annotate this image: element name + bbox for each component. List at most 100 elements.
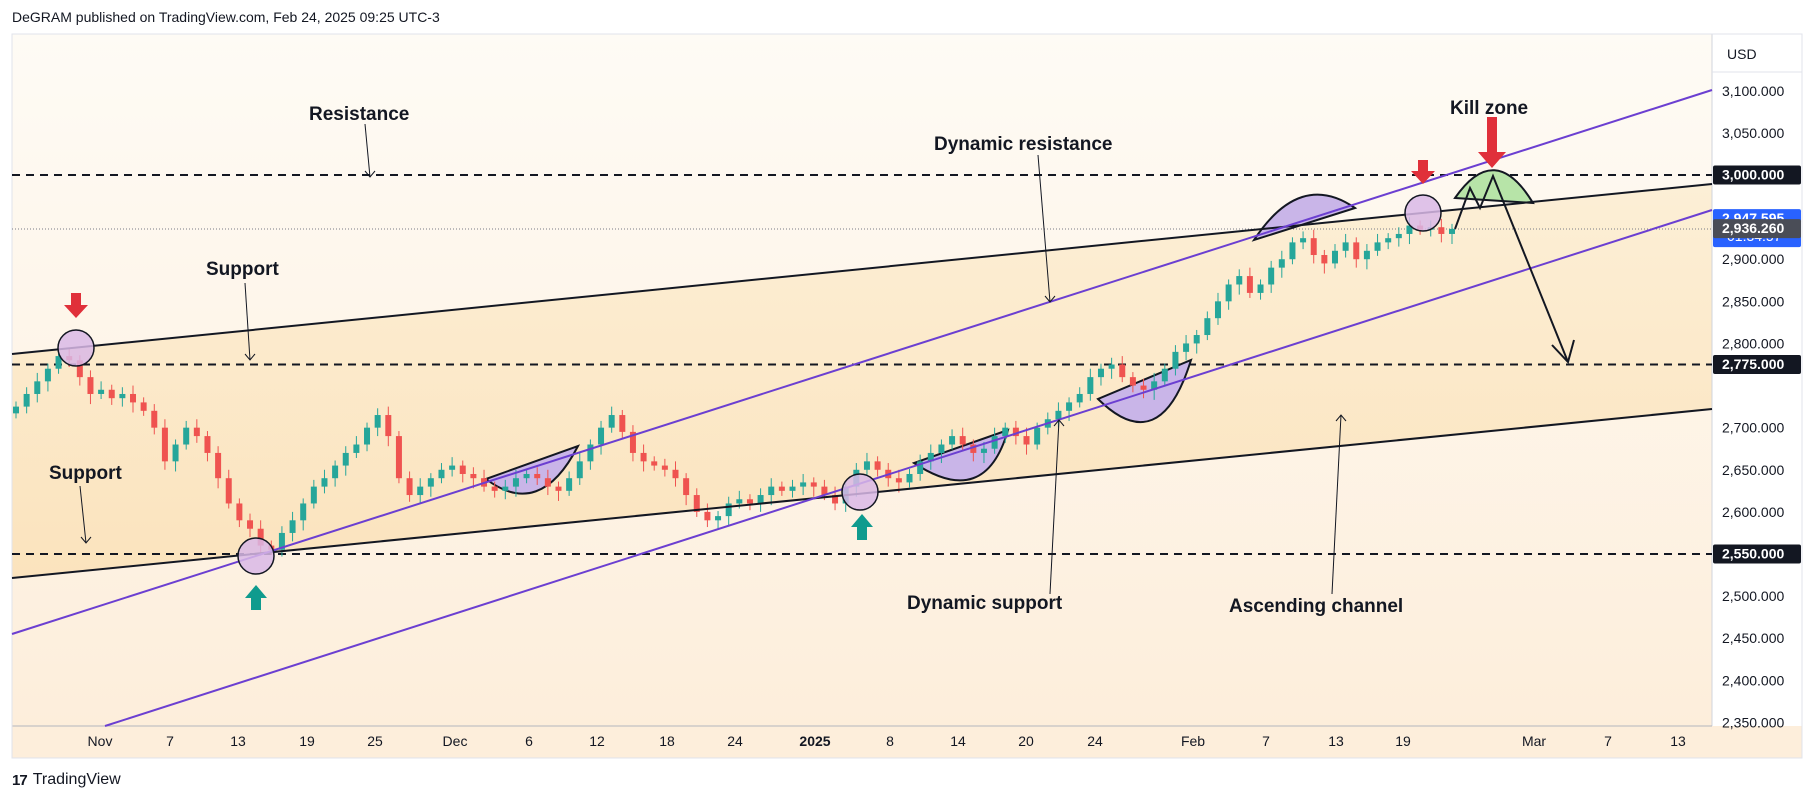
candle-body bbox=[512, 478, 519, 487]
x-tick-label: Nov bbox=[88, 733, 113, 749]
arc-dip-dec bbox=[483, 444, 581, 495]
green-arrow-jan bbox=[851, 514, 873, 540]
candle-body bbox=[1087, 377, 1094, 394]
price-badge-label: 2,550.000 bbox=[1722, 546, 1784, 562]
y-tick-label: 2,500.000 bbox=[1722, 588, 1784, 604]
projection-path bbox=[1454, 173, 1569, 363]
candle-body bbox=[980, 448, 987, 453]
candle-body bbox=[1236, 276, 1243, 285]
candle-body bbox=[874, 461, 881, 470]
candle-body bbox=[821, 486, 828, 496]
price-badge bbox=[1713, 219, 1801, 239]
candle-body bbox=[800, 482, 807, 487]
candle-body bbox=[470, 473, 477, 479]
price-badge bbox=[1713, 165, 1801, 185]
tradingview-icon: 17 bbox=[12, 771, 28, 789]
candle-body bbox=[257, 528, 264, 546]
price-axis-panel bbox=[1712, 34, 1802, 726]
candle-body bbox=[183, 427, 190, 445]
candle-body bbox=[991, 436, 998, 449]
candle-body bbox=[1246, 276, 1253, 293]
candle-body bbox=[906, 473, 913, 483]
ascending-channel-fill bbox=[12, 184, 1712, 578]
candle-body bbox=[534, 473, 541, 479]
candle-group bbox=[13, 217, 1455, 557]
touch-circle-nov bbox=[57, 329, 95, 367]
candle-body bbox=[1140, 385, 1147, 390]
candle-body bbox=[768, 486, 775, 496]
label-dynamic-resistance: Dynamic resistance bbox=[934, 134, 1113, 155]
candle-body bbox=[1374, 242, 1381, 251]
candle-body bbox=[417, 486, 424, 496]
candle-body bbox=[725, 503, 732, 517]
candle-body bbox=[289, 520, 296, 533]
candle-body bbox=[34, 381, 41, 394]
candle-body bbox=[736, 499, 743, 504]
ascending-channel-pointer bbox=[1331, 414, 1342, 595]
x-tick-label: 8 bbox=[886, 733, 894, 749]
x-tick-label: 13 bbox=[230, 733, 246, 749]
candle-body bbox=[247, 520, 254, 529]
candle-body bbox=[1012, 427, 1019, 437]
candle-body bbox=[1363, 250, 1370, 260]
candle-body bbox=[1289, 242, 1296, 260]
touch-circle-mid-nov bbox=[237, 537, 275, 575]
candle-body bbox=[87, 377, 94, 394]
x-tick-label: 24 bbox=[1087, 733, 1103, 749]
candle-body bbox=[225, 478, 232, 504]
price-badge bbox=[1713, 544, 1801, 564]
candle-body bbox=[449, 465, 456, 470]
resistance-pointer-head bbox=[364, 170, 376, 178]
publication-header: DeGRAM published on TradingView.com, Feb… bbox=[12, 9, 440, 25]
candle-body bbox=[576, 461, 583, 479]
candle-body bbox=[970, 444, 977, 453]
support-pointer-2-head bbox=[80, 536, 92, 544]
candle-body bbox=[353, 444, 360, 453]
candle-body bbox=[1321, 255, 1328, 264]
x-tick-label: Dec bbox=[443, 733, 468, 749]
dynamic-resistance-pointer-head bbox=[1044, 295, 1056, 303]
candle-body bbox=[959, 436, 966, 445]
dynamic-resistance-pointer bbox=[1037, 154, 1051, 303]
label-kill-zone: Kill zone bbox=[1450, 98, 1528, 119]
x-tick-label: 14 bbox=[950, 733, 966, 749]
candle-body bbox=[1002, 427, 1009, 437]
candle-body bbox=[172, 444, 179, 462]
x-tick-label: 24 bbox=[727, 733, 743, 749]
projection-arrowhead bbox=[1551, 339, 1575, 364]
candle-body bbox=[1385, 238, 1392, 243]
candle-body bbox=[300, 503, 307, 521]
candle-body bbox=[757, 495, 764, 504]
candle-body bbox=[566, 478, 573, 491]
candle-body bbox=[151, 410, 158, 428]
candle-body bbox=[672, 469, 679, 479]
candle-body bbox=[23, 393, 30, 407]
candle-body bbox=[406, 478, 413, 496]
candle-body bbox=[1193, 335, 1200, 344]
candle-body bbox=[863, 461, 870, 470]
candle-body bbox=[619, 415, 626, 432]
candle-body bbox=[1076, 393, 1083, 403]
x-tick-label: 25 bbox=[367, 733, 383, 749]
y-tick-label: 3,100.000 bbox=[1722, 83, 1784, 99]
x-tick-label: 12 bbox=[589, 733, 605, 749]
price-badge-label: 2,775.000 bbox=[1722, 356, 1784, 372]
tradingview-logo[interactable]: 17 TradingView bbox=[12, 771, 121, 789]
y-tick-label: 2,800.000 bbox=[1722, 335, 1784, 351]
y-tick-label: 2,700.000 bbox=[1722, 420, 1784, 436]
candle-body bbox=[927, 452, 934, 462]
candle-body bbox=[1119, 364, 1126, 378]
red-arrow-nov bbox=[64, 293, 88, 318]
y-tick-label: 2,650.000 bbox=[1722, 462, 1784, 478]
candle-body bbox=[555, 486, 562, 491]
candle-body bbox=[810, 482, 817, 487]
candle-body bbox=[523, 473, 530, 479]
x-tick-label: 7 bbox=[166, 733, 174, 749]
candle-body bbox=[332, 465, 339, 479]
candle-body bbox=[342, 452, 349, 466]
label-resistance: Resistance bbox=[309, 104, 409, 125]
candle-body bbox=[1300, 238, 1307, 243]
label-support-upper: Support bbox=[206, 259, 279, 280]
